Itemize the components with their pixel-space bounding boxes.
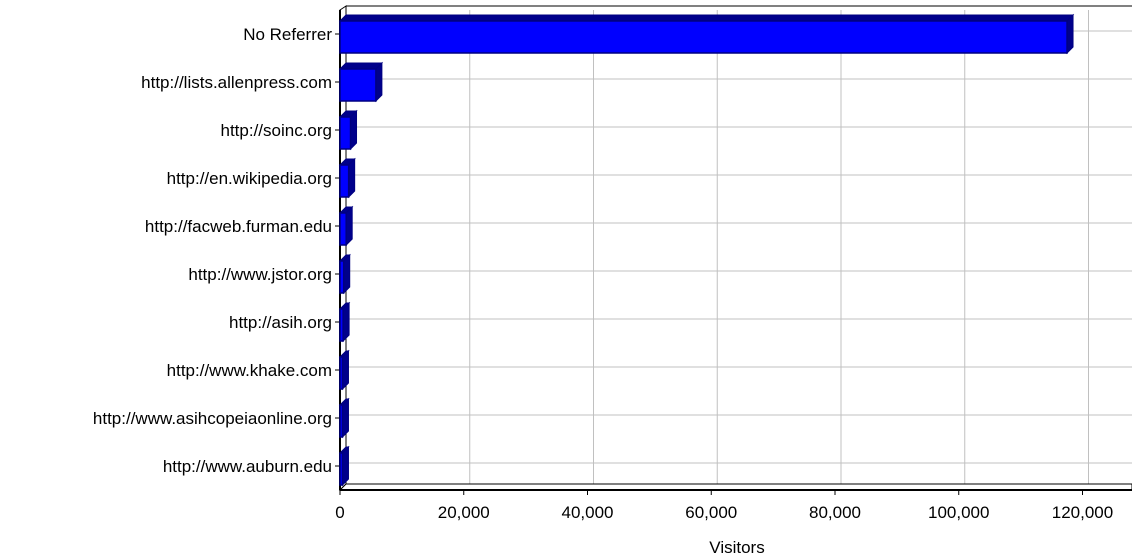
bar-side-face — [342, 301, 350, 343]
bar-side-face — [1066, 13, 1074, 55]
bar — [338, 301, 351, 343]
bar-front-face — [339, 164, 350, 198]
bar — [338, 157, 356, 199]
bar — [338, 109, 358, 151]
category-labels: No Referrer http://lists.allenpress.com ht… — [93, 25, 332, 476]
category-label: http://www.khake.com — [167, 361, 332, 380]
bar — [338, 397, 350, 439]
bar-side-face — [375, 61, 383, 103]
bar-side-face — [343, 253, 351, 295]
bar-side-face — [350, 109, 358, 151]
bar-front-face — [339, 20, 1068, 54]
x-tick-label: 100,000 — [928, 503, 989, 522]
bar-front-face — [339, 308, 344, 342]
bar-front-face — [339, 356, 344, 390]
bar — [338, 205, 354, 247]
category-label: http://lists.allenpress.com — [141, 73, 332, 92]
category-label: No Referrer — [243, 25, 332, 44]
bar-side-face — [345, 205, 353, 247]
bar-top-face — [338, 14, 1075, 22]
x-axis-title: Visitors — [709, 538, 764, 557]
category-label: http://soinc.org — [220, 121, 332, 140]
bar-front-face — [339, 68, 377, 102]
category-label: http://facweb.furman.edu — [145, 217, 332, 236]
bar — [338, 349, 350, 391]
bar-top-face — [338, 62, 384, 70]
bar-side-face — [341, 445, 349, 487]
bars-layer — [338, 13, 1075, 487]
category-label: http://en.wikipedia.org — [167, 169, 332, 188]
x-tick-labels: 0 20,000 40,000 60,000 80,000 100,000 120,000 — [335, 503, 1113, 522]
bar-front-face — [339, 260, 345, 294]
bar-front-face — [339, 116, 352, 150]
bar-side-face — [341, 397, 349, 439]
x-tick-label: 0 — [335, 503, 344, 522]
bar-side-face — [341, 349, 349, 391]
bar-front-face — [339, 212, 347, 246]
bar-front-face — [339, 452, 344, 486]
x-tick-label: 60,000 — [685, 503, 737, 522]
category-label: http://www.jstor.org — [188, 265, 332, 284]
grid-layer — [346, 10, 1132, 490]
x-tick-label: 20,000 — [438, 503, 490, 522]
bar — [338, 13, 1075, 55]
bar — [338, 253, 351, 295]
category-label: http://www.asihcopeiaonline.org — [93, 409, 332, 428]
category-label: http://www.auburn.edu — [163, 457, 332, 476]
x-tick-label: 120,000 — [1052, 503, 1113, 522]
bar-side-face — [348, 157, 356, 199]
bar-front-face — [339, 404, 344, 438]
bar — [338, 61, 384, 103]
x-tick-label: 40,000 — [562, 503, 614, 522]
x-tick-label: 80,000 — [809, 503, 861, 522]
category-label: http://asih.org — [229, 313, 332, 332]
bar — [338, 445, 350, 487]
